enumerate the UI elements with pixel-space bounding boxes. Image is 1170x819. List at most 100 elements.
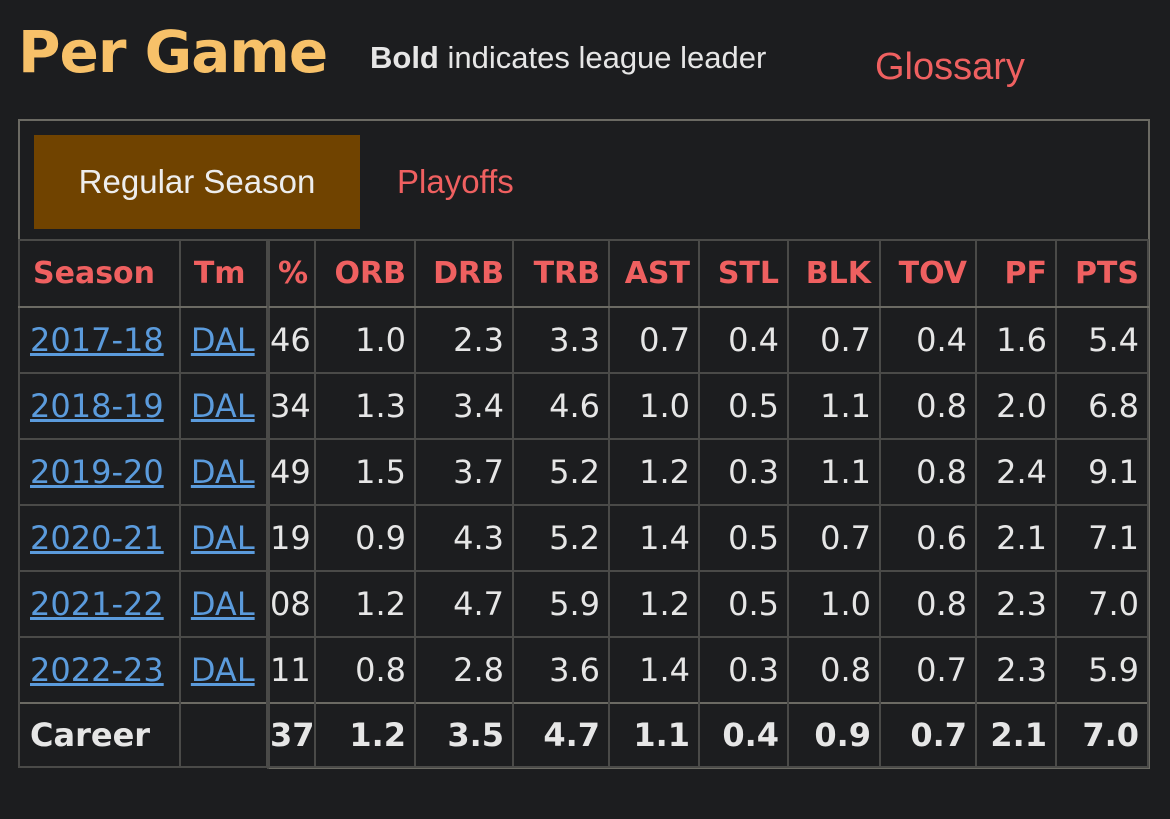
cell-stl: 0.4	[698, 306, 789, 374]
header-season[interactable]: Season	[18, 239, 181, 308]
season-link[interactable]: 2020-21	[30, 519, 164, 557]
cell-pts: 5.4	[1055, 306, 1149, 374]
cell-blk: 1.1	[787, 438, 881, 506]
cell-ast: 1.2	[608, 570, 700, 638]
cell-pf: 2.1	[975, 702, 1057, 768]
header-pts[interactable]: PTS	[1055, 239, 1149, 308]
per-game-table-scroller[interactable]: % ORB DRB TRB AST STL BLK TOV PF PTS 46 1.0 2.3 3.3 0…	[18, 239, 1150, 769]
cell-season: 2017-18	[18, 306, 181, 374]
cell-trb: 3.6	[512, 636, 610, 704]
cell-stl: 0.5	[698, 372, 789, 440]
team-link[interactable]: DAL	[190, 453, 255, 491]
cell-drb: 3.7	[414, 438, 514, 506]
cell-stl: 0.5	[698, 570, 789, 638]
cell-trb: 5.9	[512, 570, 610, 638]
frozen-divider	[267, 239, 269, 769]
cell-drb: 2.8	[414, 636, 514, 704]
season-link[interactable]: 2018-19	[30, 387, 164, 425]
cell-trb: 3.3	[512, 306, 610, 374]
cell-tov: 0.8	[879, 570, 977, 638]
season-link[interactable]: 2022-23	[30, 651, 164, 689]
cell-season: 2021-22	[18, 570, 181, 638]
cell-stl: 0.4	[698, 702, 789, 768]
cell-team: DAL	[178, 570, 268, 638]
cell-drb: 2.3	[414, 306, 514, 374]
cell-blk: 0.7	[787, 306, 881, 374]
season-link[interactable]: 2019-20	[30, 453, 164, 491]
frozen-header-row: Season Tm	[18, 239, 268, 308]
team-link[interactable]: DAL	[190, 651, 255, 689]
cell-ast: 1.4	[608, 504, 700, 572]
cell-season: 2022-23	[18, 636, 181, 704]
cell-tov: 0.6	[879, 504, 977, 572]
cell-tov: 0.7	[879, 702, 977, 768]
header-pct[interactable]: %	[268, 239, 316, 308]
tab-regular-season[interactable]: Regular Season	[34, 135, 360, 229]
header-pf[interactable]: PF	[975, 239, 1057, 308]
table-row-frozen: 2020-21 DAL	[18, 504, 268, 572]
career-team	[178, 702, 268, 768]
cell-pct: 11	[268, 636, 316, 704]
cell-pts: 9.1	[1055, 438, 1149, 506]
cell-tov: 0.4	[879, 306, 977, 374]
header-team[interactable]: Tm	[178, 239, 268, 308]
cell-team: DAL	[178, 438, 268, 506]
cell-pct: 19	[268, 504, 316, 572]
cell-team: DAL	[178, 504, 268, 572]
cell-stl: 0.5	[698, 504, 789, 572]
header-drb[interactable]: DRB	[414, 239, 514, 308]
header-orb[interactable]: ORB	[314, 239, 416, 308]
cell-pf: 2.1	[975, 504, 1057, 572]
cell-orb: 0.9	[314, 504, 416, 572]
section-header: Per Game Bold indicates league leader Gl…	[0, 0, 1170, 118]
cell-blk: 1.1	[787, 372, 881, 440]
cell-pf: 2.0	[975, 372, 1057, 440]
cell-trb: 5.2	[512, 504, 610, 572]
cell-blk: 0.7	[787, 504, 881, 572]
team-link[interactable]: DAL	[190, 519, 255, 557]
cell-pf: 2.3	[975, 636, 1057, 704]
cell-season: 2020-21	[18, 504, 181, 572]
header-blk[interactable]: BLK	[787, 239, 881, 308]
cell-blk: 0.9	[787, 702, 881, 768]
career-row-frozen: Career	[18, 702, 268, 768]
season-link[interactable]: 2021-22	[30, 585, 164, 623]
cell-orb: 1.3	[314, 372, 416, 440]
cell-pct: 46	[268, 306, 316, 374]
cell-tov: 0.8	[879, 372, 977, 440]
cell-ast: 0.7	[608, 306, 700, 374]
cell-orb: 1.0	[314, 306, 416, 374]
season-link[interactable]: 2017-18	[30, 321, 164, 359]
cell-pts: 7.0	[1055, 570, 1149, 638]
cell-blk: 0.8	[787, 636, 881, 704]
cell-pct: 08	[268, 570, 316, 638]
bold-word: Bold	[370, 40, 439, 75]
frozen-table: Season Tm 2017-18 DAL 2018-19 DAL 2019-20 DAL…	[18, 239, 268, 768]
team-link[interactable]: DAL	[190, 387, 255, 425]
cell-pts: 5.9	[1055, 636, 1149, 704]
cell-drb: 3.4	[414, 372, 514, 440]
tab-playoffs[interactable]: Playoffs	[397, 163, 514, 200]
frozen-columns: Season Tm 2017-18 DAL 2018-19 DAL 2019-20 DAL…	[18, 239, 268, 769]
cell-ast: 1.2	[608, 438, 700, 506]
team-link[interactable]: DAL	[190, 321, 255, 359]
cell-orb: 0.8	[314, 636, 416, 704]
table-row-frozen: 2021-22 DAL	[18, 570, 268, 638]
team-link[interactable]: DAL	[190, 585, 255, 623]
cell-stl: 0.3	[698, 636, 789, 704]
cell-drb: 4.7	[414, 570, 514, 638]
cell-ast: 1.0	[608, 372, 700, 440]
cell-orb: 1.2	[314, 702, 416, 768]
header-ast[interactable]: AST	[608, 239, 700, 308]
cell-pf: 2.4	[975, 438, 1057, 506]
cell-ast: 1.1	[608, 702, 700, 768]
header-trb[interactable]: TRB	[512, 239, 610, 308]
cell-trb: 4.6	[512, 372, 610, 440]
header-stl[interactable]: STL	[698, 239, 789, 308]
cell-stl: 0.3	[698, 438, 789, 506]
glossary-link[interactable]: Glossary	[875, 46, 1025, 88]
cell-orb: 1.5	[314, 438, 416, 506]
note-text: indicates league leader	[438, 40, 767, 75]
header-tov[interactable]: TOV	[879, 239, 977, 308]
cell-team: DAL	[178, 306, 268, 374]
